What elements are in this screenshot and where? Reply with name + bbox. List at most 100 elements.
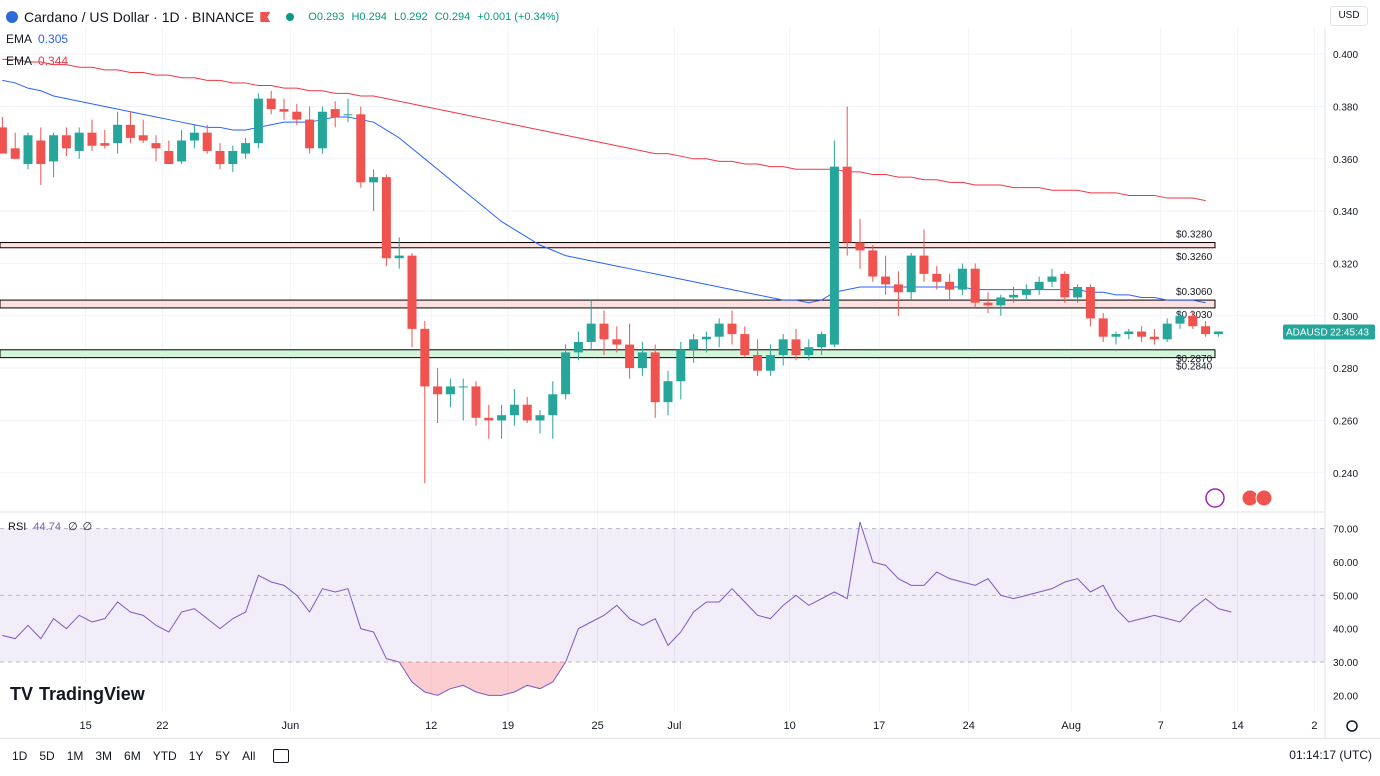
range-button-1d[interactable]: 1D <box>12 749 28 763</box>
rsi-label[interactable]: RSI <box>8 521 27 533</box>
candle-body <box>369 177 379 183</box>
candle-body <box>61 135 71 149</box>
candle <box>74 127 84 159</box>
range-button-5y[interactable]: 5Y <box>215 749 231 763</box>
change-value: +0.001 (+0.34%) <box>477 11 560 23</box>
candle-body <box>906 255 916 293</box>
candle-body <box>1137 331 1147 337</box>
resistance-zone-lower <box>0 299 1216 309</box>
candle <box>369 169 379 212</box>
range-button-ytd[interactable]: YTD <box>152 749 177 763</box>
candle-body <box>932 273 942 282</box>
range-button-5d[interactable]: 5D <box>39 749 55 763</box>
candle-body <box>279 109 289 112</box>
candle <box>61 127 71 157</box>
range-button-1m[interactable]: 1M <box>66 749 84 763</box>
resistance-zone-upper <box>0 242 1216 249</box>
candle <box>87 119 97 151</box>
candle-body <box>689 339 699 350</box>
range-buttons: 1D 5D 1M 3M 6M YTD 1Y 5Y All <box>6 749 261 763</box>
low-value: L0.292 <box>394 11 428 23</box>
settings-icon <box>1346 720 1358 732</box>
rsi-tick-label: 40.00 <box>1333 625 1358 636</box>
candle <box>573 331 583 361</box>
candle-body <box>36 140 46 165</box>
rsi-extra2: ∅ <box>82 521 93 533</box>
ema-blue-label[interactable]: EMA <box>6 32 33 46</box>
y-tick-label: 0.340 <box>1333 207 1358 218</box>
candle-body <box>868 250 878 277</box>
range-button-6m[interactable]: 6M <box>124 749 141 763</box>
candle <box>305 106 315 154</box>
rsi-band <box>0 528 1325 662</box>
symbol-title[interactable]: Cardano / US Dollar · 1D · BINANCE <box>24 9 255 25</box>
candle-body <box>829 166 839 345</box>
candle <box>727 310 737 345</box>
candle <box>561 344 571 400</box>
rsi-value: 44.74 <box>33 521 61 533</box>
candle <box>497 404 507 439</box>
utc-clock[interactable]: 01:14:17 (UTC) <box>1289 748 1372 762</box>
candle <box>996 294 1006 316</box>
ema-blue-line <box>2 79 1206 304</box>
candle <box>1021 284 1031 301</box>
candle-body <box>458 386 468 388</box>
candle <box>1098 313 1108 342</box>
candle <box>471 381 481 426</box>
candle-body <box>1047 276 1057 282</box>
y-tick-label: 0.260 <box>1333 416 1358 427</box>
level-label: $0.3260 <box>1176 252 1213 263</box>
candle <box>215 143 225 170</box>
ema-red-label[interactable]: EMA <box>6 54 33 68</box>
candle <box>125 111 135 144</box>
flag-icon[interactable] <box>260 12 271 22</box>
date-range-icon[interactable] <box>273 749 290 763</box>
range-button-all[interactable]: All <box>242 749 256 763</box>
level-label: $0.2870 <box>1176 354 1213 365</box>
candle-body <box>317 111 327 149</box>
x-tick-label: 17 <box>873 720 885 732</box>
candle-body <box>1060 273 1070 298</box>
candle <box>1060 271 1070 303</box>
candle-body <box>983 302 993 306</box>
y-tick-label: 0.240 <box>1333 469 1358 480</box>
candle <box>663 370 673 416</box>
x-tick-label: 2 <box>1311 720 1317 732</box>
ohlc-values: O0.293 H0.294 L0.292 C0.294 +0.001 (+0.3… <box>308 11 563 23</box>
candle <box>394 237 404 269</box>
candle <box>676 341 686 400</box>
candle-body <box>471 386 481 418</box>
candle-body <box>10 148 20 159</box>
candle-body <box>1188 315 1198 327</box>
level-label: $0.3060 <box>1176 287 1213 298</box>
bottom-toolbar: 1D 5D 1M 3M 6M YTD 1Y 5Y All 01:14:17 (UTC) <box>0 738 1380 773</box>
candle <box>1111 331 1121 345</box>
y-tick-label: 0.280 <box>1333 364 1358 375</box>
range-button-1y[interactable]: 1Y <box>188 749 204 763</box>
candle-body <box>881 276 891 285</box>
candle-body <box>778 339 788 356</box>
price-tag <box>1283 324 1375 340</box>
x-tick-label: 19 <box>502 720 514 732</box>
candle <box>778 334 788 366</box>
candle <box>189 124 199 149</box>
range-button-3m[interactable]: 3M <box>95 749 113 763</box>
candle-body <box>957 268 967 290</box>
candle <box>983 292 993 314</box>
x-tick-label: Jun <box>282 720 300 732</box>
candle-body <box>612 339 622 345</box>
support-zone <box>0 349 1216 359</box>
cardano-logo-icon <box>6 11 18 23</box>
candle <box>1009 287 1019 303</box>
candle <box>919 229 929 282</box>
candle-body <box>727 323 737 335</box>
candle <box>1047 268 1057 288</box>
candle-body <box>650 352 660 403</box>
candle <box>509 389 519 426</box>
candle <box>36 127 46 185</box>
candle <box>1213 331 1223 337</box>
candle-body <box>407 255 417 329</box>
currency-selector[interactable]: USD <box>1330 6 1368 26</box>
